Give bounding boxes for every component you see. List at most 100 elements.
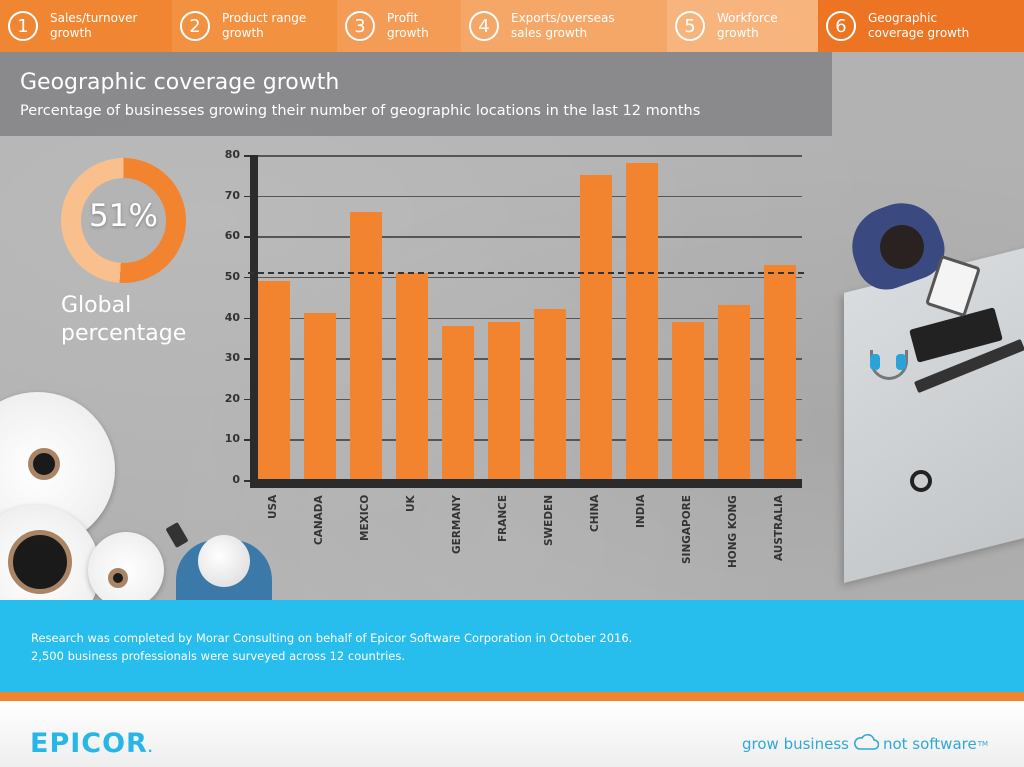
bar-india[interactable] — [626, 163, 658, 480]
y-tick-label: 20 — [224, 391, 240, 405]
logo-dot: . — [147, 741, 154, 755]
y-tick-mark — [244, 358, 250, 360]
worker-helmet-image — [198, 535, 250, 587]
y-tick-label: 80 — [224, 148, 240, 161]
y-tick-label: 0 — [232, 473, 240, 486]
paper-roll-core — [8, 530, 72, 594]
nav-tab-1[interactable]: 1 Sales/turnover growth — [0, 0, 172, 52]
x-axis-label: UK — [405, 495, 417, 512]
footer — [0, 701, 1024, 767]
gridline — [258, 398, 802, 401]
page-subtitle: Percentage of businesses growing their n… — [20, 103, 701, 119]
gridline — [258, 358, 802, 360]
nav-label: Profit growth — [387, 11, 429, 40]
y-tick-mark — [244, 155, 250, 157]
bar-singapore[interactable] — [672, 321, 704, 480]
research-info-band — [0, 600, 1024, 692]
nav-number-circle: 1 — [8, 11, 38, 41]
x-axis-label: SINGAPORE — [681, 495, 693, 564]
y-tick-mark — [244, 276, 250, 279]
gridline — [258, 195, 802, 198]
y-tick-label: 60 — [224, 229, 240, 243]
global-label-line2: percentage — [61, 321, 187, 346]
tagline-part2: not software — [882, 735, 977, 753]
paper-roll-image — [88, 532, 164, 608]
nav-number-circle: 5 — [675, 11, 705, 41]
nav-number-circle: 2 — [180, 11, 210, 41]
bar-mexico[interactable] — [350, 211, 382, 480]
headphone-ear-right — [896, 354, 906, 370]
bar-sweden[interactable] — [534, 309, 566, 480]
bar-canada[interactable] — [304, 313, 336, 480]
x-axis-label: USA — [267, 494, 279, 519]
cloud-icon — [853, 733, 880, 755]
section-nav: 1 Sales/turnover growth 2 Product range gro… — [0, 0, 1024, 52]
nav-number-circle: 3 — [345, 11, 375, 41]
y-tick-mark — [244, 439, 250, 441]
nav-label: Product range growth — [222, 11, 307, 40]
bar-germany[interactable] — [442, 325, 474, 480]
research-info-line1: Research was completed by Morar Consulti… — [31, 631, 633, 645]
paper-roll-core — [28, 448, 60, 480]
nav-tab-3[interactable]: 3 Profit growth — [337, 0, 461, 52]
gridline — [258, 236, 802, 238]
trademark: TM — [977, 740, 989, 748]
page-title: Geographic coverage growth — [20, 70, 340, 95]
x-axis-label: MEXICO — [359, 494, 371, 541]
donut-hole — [81, 178, 166, 263]
paper-roll-core — [108, 568, 128, 588]
global-label-line1: Global — [61, 293, 132, 318]
nav-number-circle: 6 — [826, 11, 856, 41]
caliper-image — [910, 470, 932, 492]
bar-uk[interactable] — [396, 272, 428, 480]
y-axis — [250, 155, 258, 488]
x-axis — [250, 479, 802, 488]
gridline — [258, 317, 802, 319]
x-axis-label: GERMANY — [451, 495, 463, 554]
x-axis-label: INDIA — [635, 494, 647, 528]
x-axis-label: CHINA — [589, 494, 601, 532]
y-tick-label: 30 — [224, 351, 240, 365]
y-tick-mark — [244, 236, 250, 238]
nav-tab-2[interactable]: 2 Product range growth — [172, 0, 337, 52]
global-percentage-value: 51% — [89, 198, 158, 234]
y-tick-label: 70 — [224, 188, 240, 202]
bar-australia[interactable] — [764, 264, 796, 480]
x-axis-label: FRANCE — [497, 494, 509, 542]
y-tick-label: 50 — [224, 269, 240, 283]
x-axis-label: AUSTRALIA — [773, 495, 785, 561]
y-tick-mark — [244, 195, 250, 198]
gridline — [258, 439, 802, 441]
global-average-line — [248, 271, 804, 274]
orange-divider — [0, 692, 1024, 701]
y-tick-mark — [244, 480, 250, 482]
research-info-line2: 2,500 business professionals were survey… — [31, 649, 405, 663]
nav-label: Geographic coverage growth — [868, 11, 970, 40]
y-tick-label: 10 — [224, 432, 240, 446]
title-panel — [0, 52, 832, 136]
bar-hong-kong[interactable] — [718, 305, 750, 480]
bar-china[interactable] — [580, 175, 612, 480]
logo-text: EPICOR — [30, 728, 148, 759]
global-percentage-label: Global percentage — [61, 292, 186, 348]
nav-tab-4[interactable]: 4 Exports/overseas sales growth — [461, 0, 667, 52]
bar-france[interactable] — [488, 321, 520, 480]
tagline: grow business not software TM — [742, 733, 988, 755]
bar-chart: 0 10 20 30 40 50 60 70 80 USA CANADA MEXICO UK GERMAN… — [224, 148, 804, 568]
epicor-logo[interactable]: EPICOR. — [30, 728, 153, 759]
nav-label: Exports/overseas sales growth — [511, 11, 615, 40]
gridline — [258, 155, 802, 157]
person-head-image — [880, 225, 924, 269]
gridline — [258, 276, 802, 279]
nav-number-circle: 4 — [469, 11, 499, 41]
x-axis-label: SWEDEN — [543, 495, 555, 546]
nav-tab-5[interactable]: 5 Workforce growth — [667, 0, 818, 52]
bar-usa[interactable] — [258, 280, 290, 480]
y-tick-mark — [244, 398, 250, 401]
x-axis-label: CANADA — [313, 495, 325, 545]
tagline-part1: grow business — [742, 735, 849, 753]
nav-tab-6[interactable]: 6 Geographic coverage growth — [818, 0, 1024, 52]
x-axis-label: HONG KONG — [727, 495, 739, 568]
y-tick-mark — [244, 317, 250, 319]
y-tick-label: 40 — [224, 310, 240, 324]
